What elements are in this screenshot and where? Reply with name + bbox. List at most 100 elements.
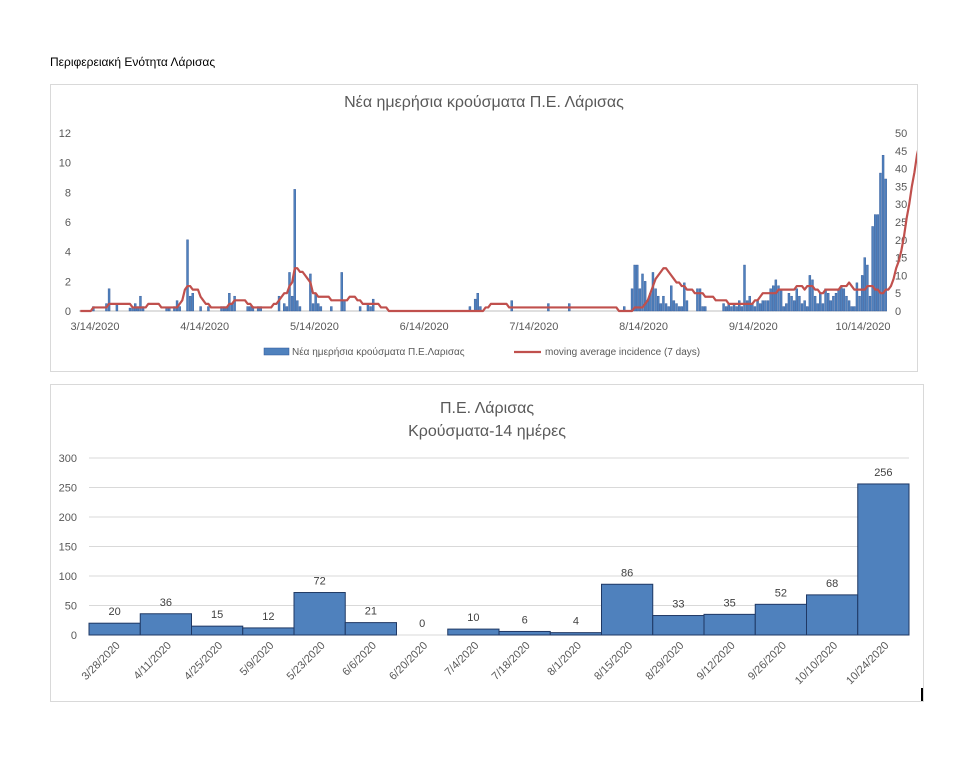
daily-cases-bar	[191, 292, 194, 312]
y-left-tick-label: 4	[65, 247, 71, 259]
daily-cases-bar	[743, 264, 746, 312]
y-tick-label: 250	[59, 483, 77, 495]
legend-bars-label: Νέα ημερήσια κρούσματα Π.Ε.Λαρισας	[292, 346, 465, 358]
daily-cases-bar	[698, 288, 702, 312]
daily-cases-bar	[842, 288, 846, 312]
daily-cases-bar	[128, 307, 132, 312]
y-left-tick-label: 2	[65, 276, 71, 288]
fourteen-day-bar	[652, 615, 705, 636]
x-tick-label: 8/29/2020	[643, 640, 686, 683]
x-tick-label: 4/25/2020	[182, 640, 225, 683]
fourteen-day-bar	[242, 627, 295, 636]
data-label: 256	[874, 467, 892, 479]
x-tick-label: 4/11/2020	[131, 640, 174, 683]
y-tick-label: 300	[59, 453, 77, 465]
daily-cases-bar	[343, 300, 346, 312]
daily-cases-bar	[298, 306, 302, 312]
daily-cases-bar	[290, 295, 294, 312]
y-right-tick-label: 45	[895, 146, 907, 158]
daily-cases-bar	[340, 272, 343, 312]
daily-cases-bar	[510, 300, 513, 312]
daily-cases-bar	[358, 306, 362, 312]
daily-cases-bar	[285, 306, 289, 312]
daily-cases-bar	[860, 275, 864, 312]
daily-cases-bar	[798, 295, 801, 312]
daily-cases-bar	[667, 306, 670, 312]
fourteen-day-bar	[447, 628, 500, 636]
daily-cases-chart-panel: Νέα ημερήσια κρούσματα Π.Ε. Λάρισας 0 2 4 6…	[50, 84, 921, 372]
daily-cases-bar	[704, 306, 707, 312]
daily-cases-bar	[766, 300, 770, 312]
daily-cases-bar	[806, 306, 809, 312]
daily-cases-bar	[745, 300, 749, 312]
daily-cases-bar	[288, 272, 291, 312]
fourteen-day-bar	[549, 632, 602, 636]
x-tick-label: 7/18/2020	[490, 640, 533, 683]
daily-cases-bar	[858, 295, 861, 312]
daily-cases-bar	[837, 288, 840, 312]
daily-chart-title: Νέα ημερήσια κρούσματα Π.Ε. Λάρισας	[344, 94, 624, 111]
daily-cases-bar	[879, 172, 882, 312]
daily-cases-bar	[808, 275, 812, 312]
daily-cases-bar	[664, 303, 668, 312]
daily-cases-bar	[677, 306, 681, 312]
x-tick-label: 6/14/2020	[400, 321, 449, 333]
data-label: 36	[160, 597, 172, 609]
daily-cases-bar	[790, 295, 793, 312]
data-label: 15	[211, 609, 223, 621]
daily-cases-bar	[369, 306, 372, 312]
daily-cases-bar	[296, 300, 299, 312]
x-tick-label: 5/9/2020	[238, 640, 277, 679]
daily-cases-bar	[761, 300, 764, 312]
daily-cases-bar	[657, 295, 660, 312]
y-right-tick-label: 35	[895, 181, 907, 193]
data-label: 4	[573, 616, 579, 628]
daily-cases-bar	[107, 288, 111, 312]
daily-cases-bar	[636, 264, 639, 312]
x-tick-label: 9/26/2020	[746, 640, 789, 683]
daily-cases-bar	[139, 295, 142, 312]
daily-cases-bar	[371, 298, 375, 312]
daily-cases-bar	[803, 300, 806, 312]
y-tick-label: 200	[59, 512, 77, 524]
x-tick-label: 5/14/2020	[290, 321, 339, 333]
y-left-tick-label: 6	[65, 217, 71, 229]
daily-cases-bar	[881, 155, 885, 312]
daily-cases-bar	[186, 239, 189, 312]
edge-mark	[921, 688, 923, 701]
daily-cases-bar	[785, 303, 788, 312]
legend-bars-swatch	[263, 347, 290, 356]
daily-cases-bar	[847, 300, 851, 312]
fourteen-day-chart: 050100150200250300203/28/2020364/11/2020…	[59, 453, 910, 687]
y-tick-label: 150	[59, 542, 77, 554]
data-label: 10	[467, 612, 479, 624]
daily-cases-bar	[772, 285, 775, 312]
daily-cases-bar	[795, 288, 798, 312]
daily-cases-bar	[233, 295, 236, 312]
daily-cases-bar	[207, 306, 210, 312]
daily-cases-bar	[735, 306, 738, 312]
data-label: 33	[672, 599, 684, 611]
daily-cases-bar	[638, 288, 642, 312]
x-tick-label: 8/14/2020	[619, 321, 668, 333]
x-tick-label: 9/14/2020	[729, 321, 778, 333]
page-heading: Περιφερειακή Ενότητα Λάρισας	[50, 55, 216, 69]
y-right-tick-label: 0	[895, 306, 901, 318]
daily-cases-bar	[641, 273, 644, 312]
daily-cases-bar	[779, 288, 783, 312]
daily-cases-bar	[199, 306, 202, 312]
daily-cases-bar	[834, 292, 838, 312]
daily-cases-bar	[832, 295, 835, 312]
x-tick-label: 8/15/2020	[592, 640, 635, 683]
daily-cases-bar	[178, 306, 181, 312]
daily-cases-bar	[311, 303, 315, 312]
daily-cases-bar	[701, 306, 704, 312]
moving-average-line	[80, 143, 921, 313]
daily-cases-bar	[774, 279, 778, 312]
x-tick-label: 9/12/2020	[695, 640, 738, 683]
y-tick-label: 100	[59, 571, 77, 583]
daily-cases-bar	[724, 306, 728, 312]
daily-cases-bar	[319, 306, 323, 312]
daily-cases-bar	[277, 295, 281, 312]
daily-cases-bar	[876, 214, 880, 312]
